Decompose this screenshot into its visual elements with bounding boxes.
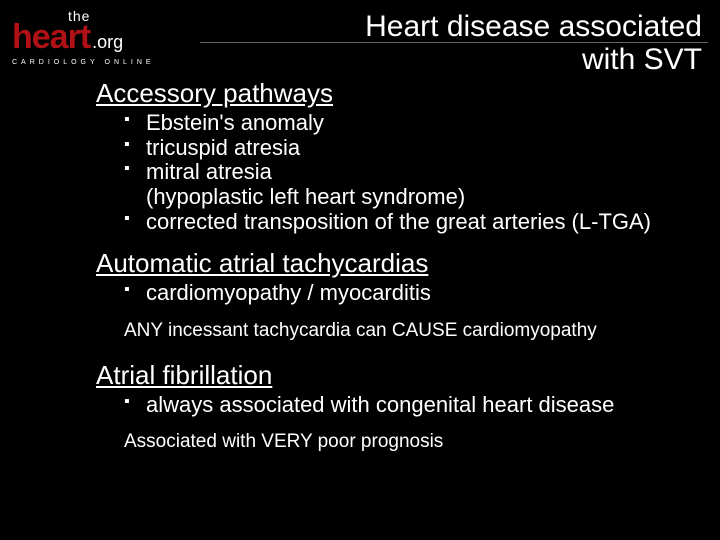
bullet-text: mitral atresia(hypoplastic left heart sy… xyxy=(146,159,465,209)
list-item: cardiomyopathy / myocarditis xyxy=(124,281,702,306)
logo-org-text: .org xyxy=(92,32,123,53)
bullet-text: tricuspid atresia xyxy=(146,135,300,160)
list-item: mitral atresia(hypoplastic left heart sy… xyxy=(124,160,702,209)
list-item: tricuspid atresia xyxy=(124,136,702,161)
logo-main: heart .org xyxy=(12,18,155,57)
title-line-2: with SVT xyxy=(582,43,702,76)
list-item: Ebstein's anomaly xyxy=(124,111,702,136)
title-line-1: Heart disease associated xyxy=(365,10,702,43)
logo-heart-text: heart xyxy=(12,18,90,57)
slide-title: Heart disease associated with SVT xyxy=(365,10,702,76)
logo-tagline: CARDIOLOGY ONLINE xyxy=(12,59,155,66)
bullet-text: cardiomyopathy / myocarditis xyxy=(146,280,431,305)
bullet-list-afib: always associated with congenital heart … xyxy=(124,393,702,418)
list-item: always associated with congenital heart … xyxy=(124,393,702,418)
section-heading-automatic: Automatic atrial tachycardias xyxy=(96,248,702,279)
logo: the heart .org CARDIOLOGY ONLINE xyxy=(12,8,155,66)
bullet-list-accessory: Ebstein's anomaly tricuspid atresia mitr… xyxy=(124,111,702,234)
content-area: Accessory pathways Ebstein's anomaly tri… xyxy=(96,78,702,471)
section-heading-afib: Atrial fibrillation xyxy=(96,360,702,391)
bullet-list-automatic: cardiomyopathy / myocarditis xyxy=(124,281,702,306)
note-afib: Associated with VERY poor prognosis xyxy=(124,431,702,453)
bullet-text: Ebstein's anomaly xyxy=(146,110,324,135)
bullet-text: always associated with congenital heart … xyxy=(146,392,614,417)
section-heading-accessory: Accessory pathways xyxy=(96,78,702,109)
note-automatic: ANY incessant tachycardia can CAUSE card… xyxy=(124,320,702,342)
list-item: corrected transposition of the great art… xyxy=(124,210,702,235)
bullet-text: corrected transposition of the great art… xyxy=(146,209,651,234)
